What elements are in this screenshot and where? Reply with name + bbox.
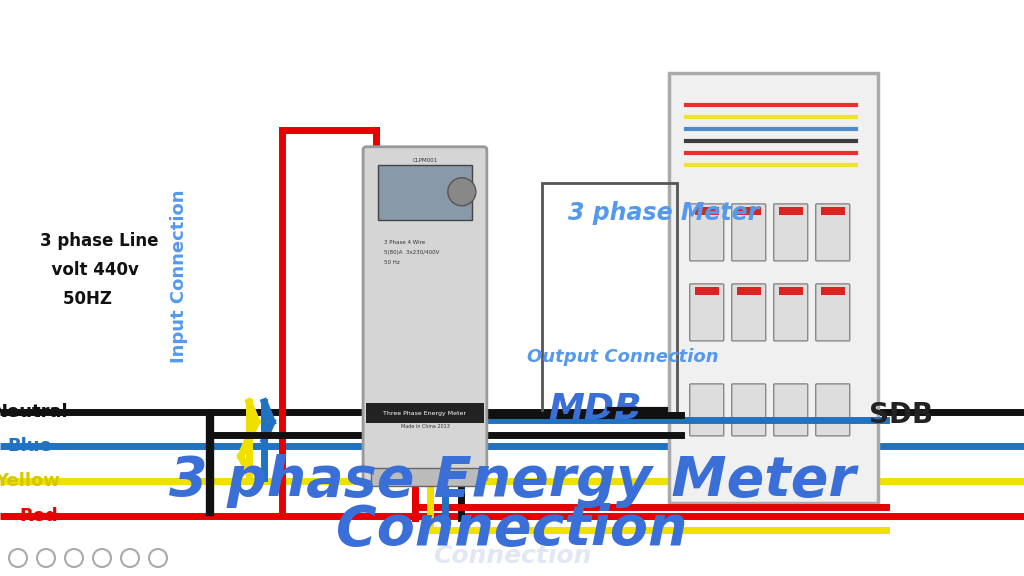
Text: MDB: MDB [548, 392, 641, 426]
Text: 3 phase Meter: 3 phase Meter [568, 201, 760, 225]
Bar [371, 468, 479, 486]
FancyBboxPatch shape [732, 204, 766, 261]
Text: 3 phase Energy Meter: 3 phase Energy Meter [169, 454, 855, 508]
Text: 5(80)A  3x230/400V: 5(80)A 3x230/400V [384, 250, 439, 255]
Text: Blue: Blue [7, 437, 52, 456]
FancyBboxPatch shape [690, 204, 724, 261]
Text: Neutral: Neutral [0, 403, 68, 421]
Bar [367, 403, 483, 423]
Text: Input Connection: Input Connection [170, 190, 188, 363]
Ellipse shape [447, 178, 476, 206]
Bar [820, 287, 845, 295]
FancyBboxPatch shape [816, 284, 850, 341]
Text: Yellow: Yellow [0, 472, 60, 490]
Bar [378, 165, 472, 220]
Text: CLPM001: CLPM001 [413, 158, 437, 163]
Text: Made in China 2013: Made in China 2013 [400, 423, 450, 429]
Text: Connection: Connection [336, 503, 688, 557]
FancyBboxPatch shape [690, 384, 724, 436]
FancyBboxPatch shape [816, 204, 850, 261]
Bar [778, 207, 803, 215]
FancyBboxPatch shape [774, 284, 808, 341]
FancyBboxPatch shape [732, 384, 766, 436]
Bar [694, 207, 719, 215]
FancyBboxPatch shape [669, 73, 878, 503]
Text: Red: Red [19, 506, 58, 525]
FancyBboxPatch shape [364, 147, 486, 481]
Bar [694, 287, 719, 295]
FancyBboxPatch shape [816, 384, 850, 436]
FancyBboxPatch shape [690, 284, 724, 341]
Text: SDB: SDB [869, 401, 933, 429]
Bar [820, 207, 845, 215]
Text: 50 Hz: 50 Hz [384, 260, 399, 265]
Bar [736, 207, 761, 215]
Text: Three Phase Energy Meter: Three Phase Energy Meter [383, 411, 467, 415]
FancyBboxPatch shape [774, 204, 808, 261]
Text: 3 Phase 4 Wire: 3 Phase 4 Wire [384, 240, 425, 245]
Text: Connection: Connection [433, 544, 591, 568]
Bar [736, 287, 761, 295]
FancyBboxPatch shape [774, 384, 808, 436]
Text: 3 phase Line
  volt 440v
    50HZ: 3 phase Line volt 440v 50HZ [40, 232, 159, 308]
Bar [778, 287, 803, 295]
Text: Output Connection: Output Connection [527, 348, 719, 366]
FancyBboxPatch shape [732, 284, 766, 341]
